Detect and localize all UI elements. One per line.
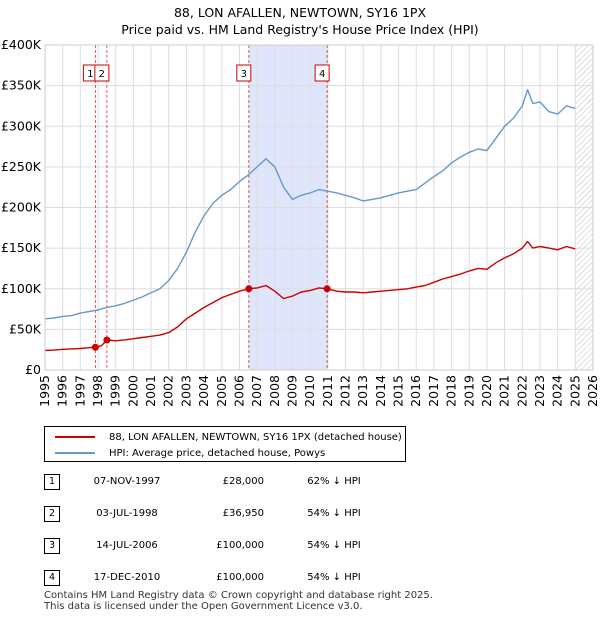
sale-point-4 [323,285,331,293]
table-row: 4 17-DEC-2010 £100,000 54% ↓ HPI [44,570,404,586]
property-series-line [45,240,576,352]
sale-date: 07-NOV-1997 [93,476,161,487]
legend-label-hpi: HPI: Average price, detached house, Powy… [109,447,326,459]
sale-price: £100,000 [216,540,264,551]
x-tick-label-2022: 2022 [514,375,529,407]
table-row: 3 14-JUL-2006 £100,000 54% ↓ HPI [44,538,404,554]
y-tick-label-200000: £200K [1,200,42,215]
y-tick-label-250000: £250K [1,159,42,174]
x-tick-label-2011: 2011 [320,375,335,407]
chart-subtitle: Price paid vs. HM Land Registry's House … [121,22,479,37]
y-tick-label-400000: £400K [1,37,42,52]
footer-line-1: Contains HM Land Registry data © Crown c… [44,590,433,601]
legend-swatch-property [55,436,95,438]
sale-hpi-diff: 54% ↓ HPI [307,572,361,583]
sale-badge-label-4: 4 [319,69,325,80]
legend: 88, LON AFALLEN, NEWTOWN, SY16 1PX (deta… [44,426,406,462]
table-row: 2 03-JUL-1998 £36,950 54% ↓ HPI [44,506,404,522]
y-tick-label-350000: £350K [1,78,42,93]
x-tick-label-2006: 2006 [231,375,246,407]
sale-badge: 2 [44,506,60,522]
x-tick-label-1995: 1995 [37,375,52,407]
x-tick-label-2021: 2021 [497,375,512,407]
x-tick-label-1997: 1997 [72,375,87,407]
x-tick-label-2019: 2019 [461,375,476,407]
chart-title-block: 88, LON AFALLEN, NEWTOWN, SY16 1PX Price… [0,4,600,38]
sale-badge: 3 [44,538,60,554]
sale-price: £100,000 [216,572,264,583]
x-tick-label-2020: 2020 [479,375,494,407]
y-tick-label-100000: £100K [1,281,42,296]
y-tick-label-50000: £50K [9,321,42,336]
x-tick-label-2007: 2007 [249,375,264,407]
x-tick-label-2000: 2000 [125,375,140,407]
legend-item-hpi: HPI: Average price, detached house, Powy… [55,445,325,461]
plot-frame [44,44,594,371]
x-tick-label-2012: 2012 [338,375,353,407]
sale-badge-label-1: 1 [87,69,93,80]
sale-badge-box-3 [236,64,252,82]
sale-point-3 [245,285,253,293]
sale-badge: 4 [44,570,60,586]
x-tick-label-2026: 2026 [585,375,600,407]
y-tick-label-0: £0 [25,362,41,377]
footer-notice: Contains HM Land Registry data © Crown c… [44,590,433,612]
x-tick-label-2008: 2008 [267,375,282,407]
legend-item-property: 88, LON AFALLEN, NEWTOWN, SY16 1PX (deta… [55,429,402,445]
sale-badge: 1 [44,474,60,490]
x-tick-label-2016: 2016 [408,375,423,407]
x-tick-label-2010: 2010 [302,375,317,407]
sale-hpi-diff: 54% ↓ HPI [307,540,361,551]
x-tick-label-2003: 2003 [178,375,193,407]
footer-line-2: This data is licensed under the Open Gov… [44,601,363,612]
y-tick-label-150000: £150K [1,240,42,255]
x-tick-label-2009: 2009 [284,375,299,407]
table-row: 1 07-NOV-1997 £28,000 62% ↓ HPI [44,474,404,490]
x-tick-label-2015: 2015 [391,375,406,407]
x-tick-label-2025: 2025 [567,375,582,407]
sale-badge-label-2: 2 [99,69,105,80]
x-tick-label-2002: 2002 [161,375,176,407]
sale-hpi-diff: 62% ↓ HPI [307,476,361,487]
sale-point-2 [103,336,111,344]
legend-swatch-hpi [55,452,95,454]
sale-date: 17-DEC-2010 [93,572,161,583]
sale-price: £28,000 [222,476,264,487]
chart-title: 88, LON AFALLEN, NEWTOWN, SY16 1PX [173,5,427,20]
x-tick-label-1998: 1998 [90,375,105,407]
y-tick-label-300000: £300K [1,118,42,133]
sale-date: 14-JUL-2006 [96,540,158,551]
sale-price: £36,950 [222,508,264,519]
x-tick-label-2014: 2014 [373,375,388,407]
sale-hpi-diff: 54% ↓ HPI [307,508,361,519]
hpi-series-line [45,88,576,320]
legend-label-property: 88, LON AFALLEN, NEWTOWN, SY16 1PX (deta… [109,431,402,443]
sale-badge-label-3: 3 [241,69,247,80]
x-tick-label-2018: 2018 [444,375,459,407]
x-tick-label-2013: 2013 [355,375,370,407]
x-tick-label-1999: 1999 [108,375,123,407]
sale-date: 03-JUL-1998 [96,508,158,519]
x-tick-label-1996: 1996 [55,375,70,407]
x-tick-label-2001: 2001 [143,375,158,407]
sale-badge-box-4 [314,64,330,82]
x-tick-label-2017: 2017 [426,375,441,407]
x-tick-label-2023: 2023 [532,375,547,407]
x-tick-label-2005: 2005 [214,375,229,407]
sale-badge-box-2 [94,64,110,82]
x-tick-label-2024: 2024 [550,375,565,407]
sale-point-1 [91,343,99,351]
x-tick-label-2004: 2004 [196,375,211,407]
